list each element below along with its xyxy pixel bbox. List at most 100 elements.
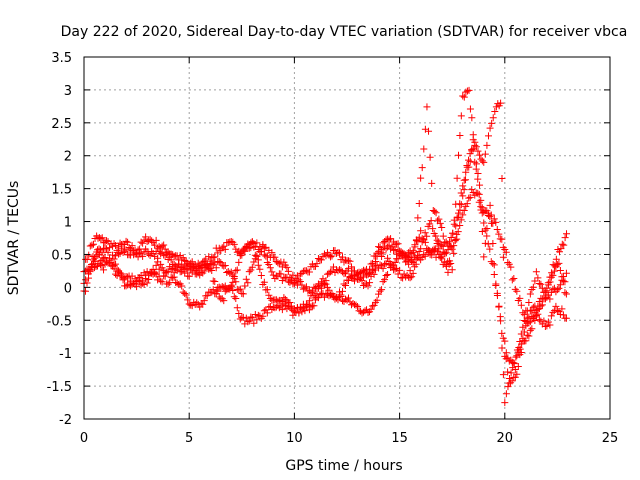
data-point	[414, 251, 422, 259]
data-point	[289, 271, 297, 279]
data-point	[338, 253, 346, 261]
data-point	[442, 261, 450, 269]
data-point	[474, 175, 482, 183]
data-point	[314, 254, 322, 262]
data-point	[143, 279, 151, 287]
data-point	[483, 141, 491, 149]
data-point	[352, 301, 360, 309]
data-point	[555, 284, 563, 292]
data-point	[438, 255, 446, 263]
data-point	[553, 306, 561, 314]
data-point	[209, 254, 217, 262]
data-point	[280, 258, 288, 266]
data-point	[512, 353, 520, 361]
data-point	[103, 245, 111, 253]
data-point	[555, 259, 563, 267]
data-point	[379, 249, 387, 257]
data-point	[98, 249, 106, 257]
data-point	[338, 268, 346, 276]
data-point	[155, 265, 163, 273]
data-point	[278, 306, 286, 314]
data-point	[468, 114, 476, 122]
data-point	[367, 269, 375, 277]
data-point	[523, 331, 531, 339]
data-point	[432, 209, 440, 217]
data-point	[547, 273, 555, 281]
data-point	[462, 176, 470, 184]
data-point	[562, 290, 570, 298]
data-point	[121, 247, 129, 255]
data-point	[175, 260, 183, 268]
data-point	[157, 250, 165, 258]
data-point	[325, 286, 333, 294]
y-tick-label: -1	[59, 347, 72, 362]
data-point	[414, 214, 422, 222]
data-point	[113, 248, 121, 256]
y-axis-label: SDTVAR / TECUs	[6, 181, 22, 296]
data-point	[106, 254, 114, 262]
data-point	[337, 266, 345, 274]
y-tick-label: 3	[64, 84, 72, 99]
data-point	[546, 295, 554, 303]
data-point	[248, 238, 256, 246]
data-point	[263, 309, 271, 317]
plot-frame	[83, 56, 611, 420]
data-point	[214, 287, 222, 295]
data-point	[286, 303, 294, 311]
data-point	[97, 235, 105, 243]
data-point	[499, 334, 507, 342]
data-point	[226, 269, 234, 277]
data-point	[158, 278, 166, 286]
data-point	[220, 262, 228, 270]
data-point	[271, 253, 279, 261]
data-point	[379, 239, 387, 247]
data-point	[483, 232, 491, 240]
data-point	[480, 208, 488, 216]
data-point	[465, 194, 473, 202]
data-point	[328, 290, 336, 298]
data-point	[322, 252, 330, 260]
data-point	[98, 262, 106, 270]
x-axis-label: GPS time / hours	[285, 458, 402, 474]
data-point	[486, 245, 494, 253]
data-point	[197, 300, 205, 308]
data-point	[133, 283, 141, 291]
data-point	[245, 244, 253, 252]
data-point	[193, 267, 201, 275]
data-point	[358, 268, 366, 276]
data-point	[345, 257, 353, 265]
data-point	[161, 269, 169, 277]
data-point	[310, 283, 318, 291]
data-point	[221, 261, 229, 269]
x-tick-label: 15	[391, 431, 408, 446]
data-point	[211, 253, 219, 261]
data-point	[232, 294, 240, 302]
data-point	[215, 293, 223, 301]
data-point	[86, 265, 94, 273]
data-point	[295, 309, 303, 317]
data-point	[130, 251, 138, 259]
data-point	[106, 244, 114, 252]
data-point	[375, 290, 383, 298]
data-point	[302, 267, 310, 275]
data-point	[83, 255, 91, 263]
y-tick-label: 1	[64, 216, 72, 231]
data-point	[412, 260, 420, 268]
data-point	[426, 220, 434, 228]
data-point	[242, 243, 250, 251]
data-point	[420, 251, 428, 259]
data-point	[259, 312, 267, 320]
data-point	[516, 337, 524, 345]
data-point	[534, 310, 542, 318]
data-point	[85, 274, 93, 282]
data-point	[254, 261, 262, 269]
data-point	[160, 241, 168, 249]
data-point	[355, 268, 363, 276]
data-point	[151, 241, 159, 249]
data-point	[519, 323, 527, 331]
data-point	[429, 246, 437, 254]
data-point	[256, 265, 264, 273]
data-point	[235, 286, 243, 294]
